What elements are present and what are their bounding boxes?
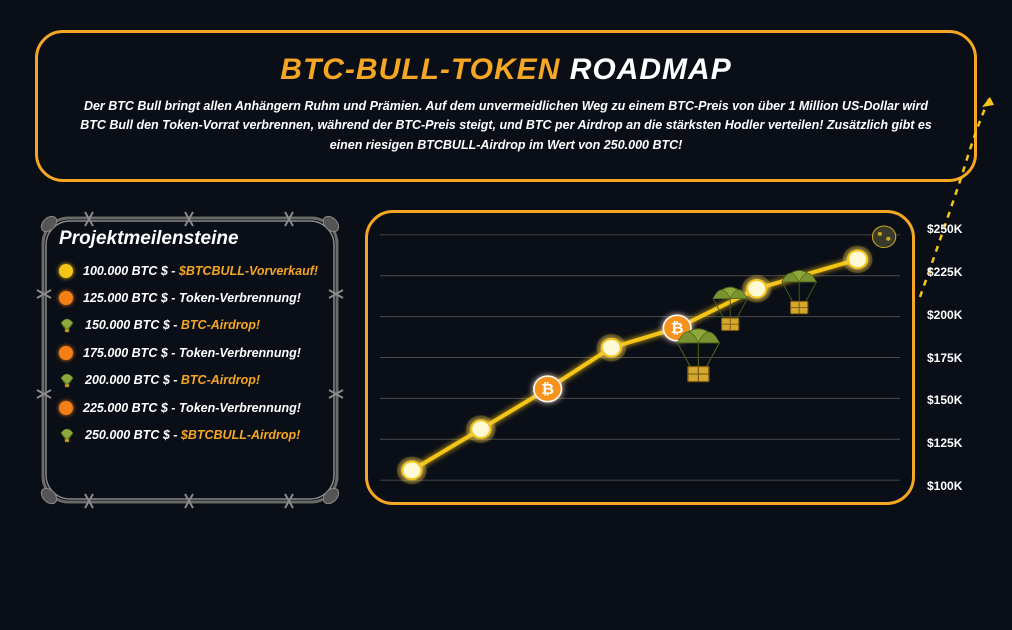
milestone-text: 100.000 BTC $ - $BTCBULL-Vorverkauf! <box>83 264 318 278</box>
milestone-text: 175.000 BTC $ - Token-Verbrennung! <box>83 346 301 360</box>
milestone-item: 200.000 BTC $ - BTC-Airdrop! <box>59 372 335 388</box>
y-axis-label: $225K <box>927 265 977 279</box>
milestone-action: Token-Verbrennung! <box>179 346 301 360</box>
y-axis-label: $150K <box>927 393 977 407</box>
svg-text:₿: ₿ <box>671 321 684 337</box>
milestone-text: 225.000 BTC $ - Token-Verbrennung! <box>83 401 301 415</box>
y-axis-label: $250K <box>927 222 977 236</box>
dot-icon <box>59 401 73 415</box>
milestone-item: 125.000 BTC $ - Token-Verbrennung! <box>59 291 335 305</box>
milestone-item: 150.000 BTC $ - BTC-Airdrop! <box>59 317 335 333</box>
y-axis-label: $175K <box>927 351 977 365</box>
milestone-item: 225.000 BTC $ - Token-Verbrennung! <box>59 401 335 415</box>
milestones-title: Projektmeilensteine <box>59 228 335 250</box>
milestone-action: Token-Verbrennung! <box>179 291 301 305</box>
milestone-item: 250.000 BTC $ - $BTCBULL-Airdrop! <box>59 427 335 443</box>
title-part2: ROADMAP <box>570 53 732 86</box>
milestone-action: $BTCBULL-Vorverkauf! <box>179 264 318 278</box>
roadmap-header: BTC-BULL-TOKEN ROADMAP Der BTC Bull brin… <box>35 30 977 182</box>
parachute-icon <box>59 317 75 333</box>
milestone-action: Token-Verbrennung! <box>179 401 301 415</box>
milestone-label: 200.000 BTC $ - <box>85 373 181 387</box>
roadmap-chart: ₿₿ <box>380 225 900 490</box>
milestone-label: 100.000 BTC $ - <box>83 264 179 278</box>
milestone-item: 100.000 BTC $ - $BTCBULL-Vorverkauf! <box>59 264 335 278</box>
chart-area: ₿₿ $250K$225K$200K$175K$150K$125K$100K <box>365 210 977 505</box>
milestone-label: 125.000 BTC $ - <box>83 291 179 305</box>
milestone-text: 150.000 BTC $ - BTC-Airdrop! <box>85 318 260 332</box>
milestone-label: 150.000 BTC $ - <box>85 318 181 332</box>
milestone-text: 125.000 BTC $ - Token-Verbrennung! <box>83 291 301 305</box>
title-part1: BTC-BULL-TOKEN <box>280 53 560 86</box>
parachute-icon <box>59 372 75 388</box>
parachute-icon <box>59 427 75 443</box>
y-axis-label: $125K <box>927 436 977 450</box>
milestone-action: BTC-Airdrop! <box>181 373 260 387</box>
milestone-action: BTC-Airdrop! <box>181 318 260 332</box>
dot-icon <box>59 264 73 278</box>
milestone-label: 225.000 BTC $ - <box>83 401 179 415</box>
chart-box: ₿₿ <box>365 210 915 505</box>
milestone-label: 175.000 BTC $ - <box>83 346 179 360</box>
dot-icon <box>59 291 73 305</box>
y-axis: $250K $225K $200K $175K $150K $125K $100K <box>927 210 977 505</box>
milestone-label: 250.000 BTC $ - <box>85 428 181 442</box>
svg-text:₿: ₿ <box>541 381 554 397</box>
dot-icon <box>59 346 73 360</box>
y-axis-label: $100K <box>927 479 977 493</box>
milestone-list: 100.000 BTC $ - $BTCBULL-Vorverkauf! 125… <box>59 264 335 443</box>
milestones-panel: Projektmeilensteine 100.000 BTC $ - $BTC… <box>35 210 345 505</box>
roadmap-description: Der BTC Bull bringt allen Anhängern Ruhm… <box>78 97 934 155</box>
roadmap-title: BTC-BULL-TOKEN ROADMAP <box>78 53 934 87</box>
milestone-text: 200.000 BTC $ - BTC-Airdrop! <box>85 373 260 387</box>
milestone-action: $BTCBULL-Airdrop! <box>181 428 300 442</box>
milestone-text: 250.000 BTC $ - $BTCBULL-Airdrop! <box>85 428 300 442</box>
y-axis-label: $200K <box>927 308 977 322</box>
milestone-item: 175.000 BTC $ - Token-Verbrennung! <box>59 346 335 360</box>
content-row: Projektmeilensteine 100.000 BTC $ - $BTC… <box>0 182 1012 505</box>
